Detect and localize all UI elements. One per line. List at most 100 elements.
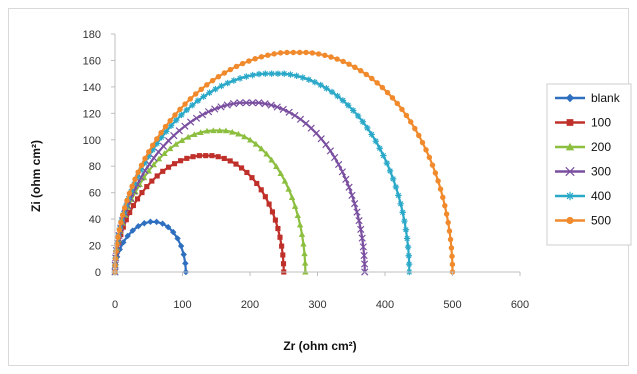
data-point <box>280 261 287 267</box>
data-point <box>277 50 284 56</box>
data-point <box>360 260 369 268</box>
y-tick-label: 20 <box>89 241 101 253</box>
data-point <box>223 101 231 109</box>
data-point <box>167 122 175 129</box>
legend-label: 500 <box>591 214 611 228</box>
data-point <box>353 208 361 216</box>
data-point <box>178 137 186 143</box>
plot-area <box>111 49 456 276</box>
data-point <box>290 49 297 56</box>
data-point <box>192 114 201 122</box>
data-point <box>317 81 324 89</box>
data-point <box>285 108 293 116</box>
data-point <box>359 118 366 125</box>
legend-item-500: 500 <box>555 214 611 228</box>
data-point <box>380 152 387 159</box>
data-point <box>210 127 217 134</box>
data-point <box>149 178 155 184</box>
data-point <box>150 161 157 168</box>
data-point <box>120 239 127 246</box>
data-point <box>566 216 574 225</box>
data-point <box>129 227 136 234</box>
data-point <box>272 217 278 223</box>
data-point <box>263 150 270 157</box>
data-point <box>221 155 227 162</box>
data-point <box>399 106 405 113</box>
data-point <box>348 191 356 199</box>
data-point <box>277 234 283 240</box>
data-point <box>170 228 177 236</box>
legend-label: 400 <box>591 189 611 203</box>
data-point <box>268 70 275 77</box>
legend-label: blank <box>591 91 621 105</box>
data-point <box>189 101 196 109</box>
legend-box <box>546 83 632 246</box>
data-point <box>163 128 170 135</box>
data-point <box>423 147 429 153</box>
data-point <box>233 63 240 70</box>
data-point <box>227 66 234 73</box>
data-point <box>360 251 368 260</box>
data-point <box>383 159 391 167</box>
data-point <box>145 160 153 168</box>
data-point <box>407 119 414 125</box>
data-point <box>432 170 439 176</box>
data-point <box>147 218 154 225</box>
data-point <box>203 127 211 134</box>
data-point <box>137 166 145 174</box>
data-point <box>565 166 575 177</box>
data-point <box>172 141 180 147</box>
data-point <box>315 51 322 57</box>
data-point <box>141 159 148 167</box>
data-point <box>446 228 453 234</box>
data-point <box>187 96 194 102</box>
y-tick-label: 60 <box>89 188 101 200</box>
data-point <box>323 85 330 92</box>
data-point <box>204 82 210 88</box>
data-point <box>130 203 136 209</box>
data-point <box>172 116 180 124</box>
data-point <box>565 191 575 201</box>
data-point <box>399 209 406 216</box>
data-point <box>277 170 284 177</box>
data-point <box>255 99 263 107</box>
data-point <box>164 223 172 231</box>
data-point <box>154 173 160 179</box>
data-point <box>405 260 413 268</box>
data-point <box>443 211 450 217</box>
data-point <box>358 234 366 242</box>
data-point <box>160 168 166 174</box>
data-point <box>334 160 343 169</box>
data-point <box>296 221 304 228</box>
data-point <box>141 220 148 227</box>
data-point <box>171 161 178 167</box>
data-point <box>328 88 336 96</box>
x-tick-label: 600 <box>511 299 529 311</box>
legend-item-100: 100 <box>555 116 611 130</box>
data-point <box>174 235 181 242</box>
data-point <box>217 103 225 111</box>
data-point <box>242 99 250 107</box>
data-point <box>273 103 281 111</box>
data-point <box>239 60 246 67</box>
data-point <box>139 190 145 196</box>
data-point <box>426 154 433 161</box>
data-point <box>342 175 350 184</box>
data-point <box>116 226 123 233</box>
y-tick-label: 140 <box>83 82 101 94</box>
data-point <box>196 153 202 159</box>
data-point <box>119 212 126 218</box>
chart-frame <box>8 8 629 366</box>
data-point <box>294 212 301 218</box>
data-point <box>279 105 287 114</box>
data-point <box>254 180 260 187</box>
data-point <box>129 183 135 189</box>
series-500 <box>112 49 456 275</box>
data-point <box>135 169 141 175</box>
data-point <box>239 165 245 171</box>
data-point <box>267 101 275 109</box>
data-point <box>235 130 242 137</box>
data-point <box>296 115 305 123</box>
data-point <box>368 131 375 138</box>
data-point <box>440 194 446 201</box>
